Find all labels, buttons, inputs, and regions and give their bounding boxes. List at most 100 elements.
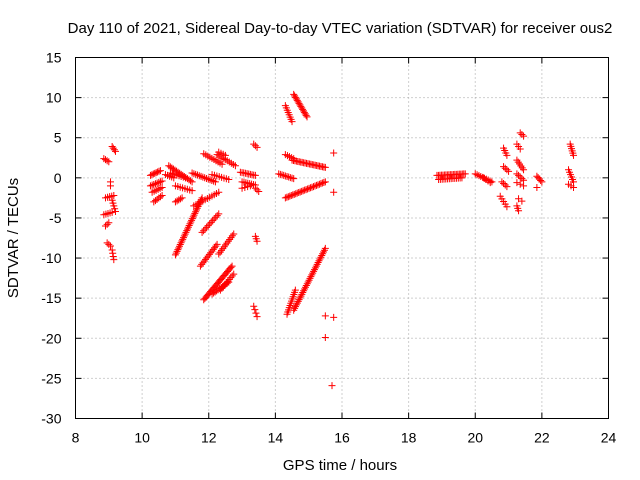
data-point (221, 151, 229, 159)
data-point (320, 248, 328, 256)
data-point (315, 257, 323, 265)
data-point (227, 274, 235, 282)
data-point (501, 164, 509, 172)
y-tick-labels: 15 10 5 0 -5 -10 -15 -20 -25 -30 (41, 50, 61, 427)
data-point (305, 276, 313, 284)
data-point (292, 190, 300, 198)
data-point (148, 181, 156, 189)
data-point (304, 278, 312, 286)
data-point (110, 191, 118, 199)
data-point (103, 220, 111, 228)
data-point (315, 180, 323, 188)
data-point (292, 301, 300, 309)
data-point (330, 149, 338, 157)
data-point (230, 230, 238, 238)
data-point (309, 183, 317, 191)
data-point (180, 232, 188, 240)
data-point (516, 180, 524, 188)
data-point (284, 193, 292, 201)
data-point (516, 145, 524, 153)
data-point (199, 173, 207, 181)
data-point (319, 250, 327, 258)
x-tick-label: 24 (601, 430, 617, 446)
data-point (305, 184, 313, 192)
data-point (186, 220, 194, 228)
data-point (294, 297, 302, 305)
data-point (312, 262, 320, 270)
data-point (293, 189, 301, 197)
data-point (275, 170, 283, 178)
data-point (193, 171, 201, 179)
data-point (330, 188, 338, 196)
data-point (184, 223, 192, 231)
data-point (296, 188, 304, 196)
data-point (278, 171, 286, 179)
data-point (321, 312, 329, 320)
y-tick-label: -30 (41, 411, 61, 427)
data-point (176, 240, 184, 248)
data-point (299, 289, 307, 297)
data-point (538, 178, 546, 186)
data-point (195, 172, 203, 180)
data-point (321, 244, 329, 252)
data-point (222, 241, 230, 249)
data-point (174, 246, 182, 254)
data-point (503, 151, 511, 159)
data-point (103, 239, 111, 247)
y-tick-label: -10 (41, 250, 61, 266)
data-point (189, 213, 197, 221)
data-point (198, 194, 206, 202)
data-point (503, 183, 511, 191)
data-point (228, 262, 236, 270)
data-point (219, 245, 227, 253)
data-point (158, 177, 166, 185)
data-point (181, 174, 189, 182)
data-point (318, 251, 326, 259)
data-point (302, 111, 310, 119)
data-point (461, 170, 469, 178)
data-point (180, 234, 188, 242)
data-point (298, 187, 306, 195)
x-tick-label: 20 (467, 430, 483, 446)
data-point (300, 287, 308, 295)
data-point (311, 264, 319, 272)
y-tick-label: 10 (46, 90, 62, 106)
data-point (301, 283, 309, 291)
data-point (151, 180, 159, 188)
data-point (330, 313, 338, 321)
data-point (219, 283, 227, 291)
data-point (109, 249, 117, 257)
data-point (225, 175, 233, 183)
data-point (106, 242, 114, 250)
data-point (203, 223, 211, 231)
data-point (300, 108, 308, 116)
data-point (295, 296, 303, 304)
data-point (173, 247, 181, 255)
data-point (513, 179, 521, 187)
data-point (201, 174, 209, 182)
data-point (217, 246, 225, 254)
data-point (228, 232, 236, 240)
y-tick-label: 15 (46, 50, 62, 66)
data-point (175, 242, 183, 250)
data-point (204, 222, 212, 230)
data-point (292, 95, 300, 103)
data-point (290, 306, 298, 314)
data-point (283, 172, 291, 180)
data-point (146, 171, 154, 179)
data-point (216, 286, 224, 294)
y-tick-label: -5 (49, 210, 62, 226)
data-point (212, 242, 220, 250)
data-point (225, 275, 233, 283)
data-point (192, 170, 200, 178)
data-point (294, 98, 302, 106)
data-point (317, 253, 325, 261)
data-point (283, 193, 291, 201)
data-point (227, 234, 235, 242)
data-point (250, 302, 258, 310)
data-point (101, 222, 109, 230)
data-point (299, 187, 307, 195)
data-point (303, 113, 311, 121)
data-point (228, 272, 236, 280)
data-point (276, 170, 284, 178)
